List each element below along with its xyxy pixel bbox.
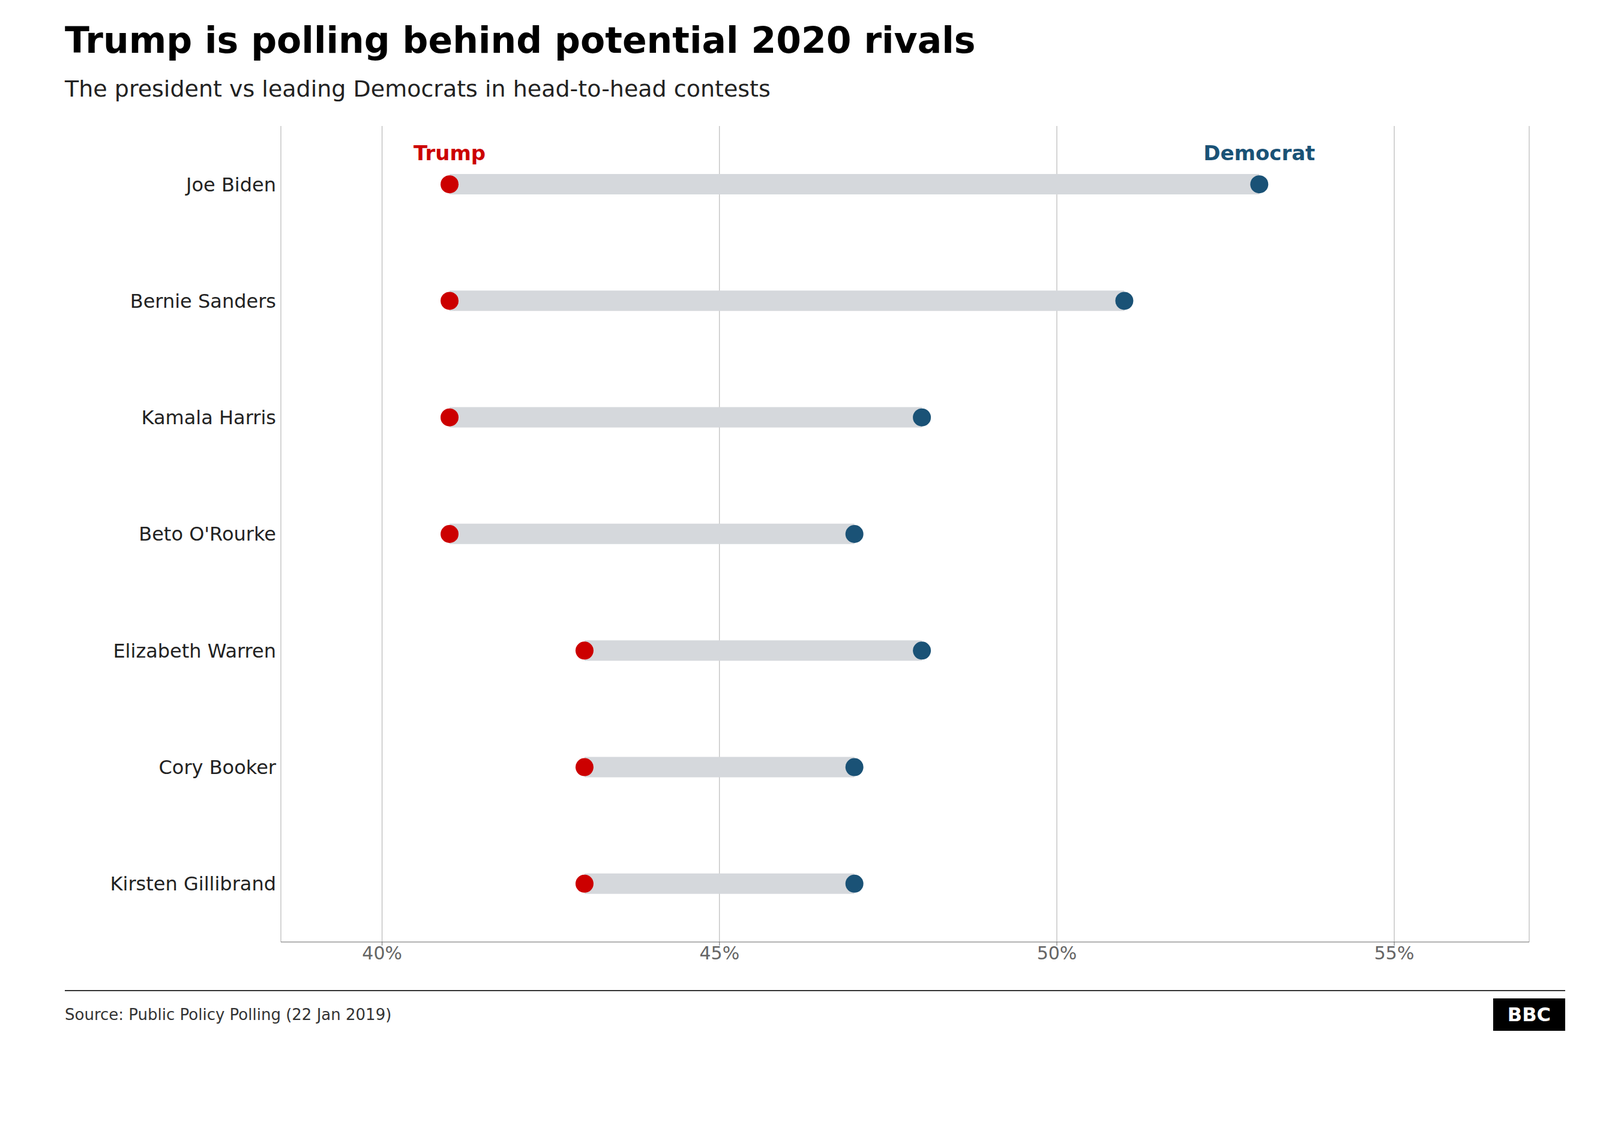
svg-text:Cory Booker: Cory Booker [158,756,277,779]
html-text:BBC: BBC [1507,1003,1551,1027]
svg-text:Trump: Trump [413,141,486,166]
svg-text:Kirsten Gillibrand: Kirsten Gillibrand [110,872,277,896]
html-text:Trump is polling behind potent: Trump is polling behind potential 2020 r… [64,19,976,62]
svg-text:55%: 55% [1374,942,1415,964]
svg-text:Beto O'Rourke: Beto O'Rourke [138,522,277,546]
html-text:Source: Public Policy Polling: Source: Public Policy Polling (22 Jan 20… [64,1005,392,1024]
svg-text:Kamala Harris: Kamala Harris [141,406,277,430]
svg-text:40%: 40% [361,942,403,964]
svg-text:Democrat: Democrat [1203,141,1315,166]
svg-text:45%: 45% [699,942,740,964]
svg-text:50%: 50% [1037,942,1078,964]
svg-text:Elizabeth Warren: Elizabeth Warren [112,639,277,663]
svg-text:Bernie Sanders: Bernie Sanders [130,289,277,313]
svg-text:Joe Biden: Joe Biden [184,173,277,197]
html-text:The president vs leading Democ: The president vs leading Democrats in he… [64,75,771,103]
